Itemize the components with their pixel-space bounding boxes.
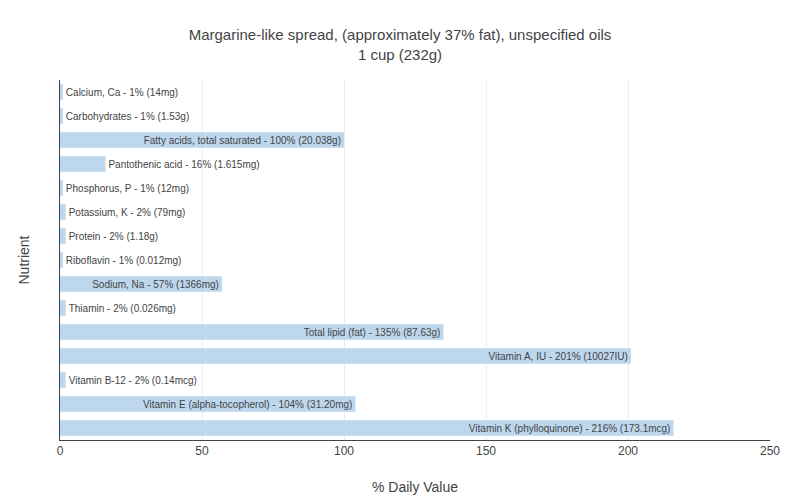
svg-text:Margarine-like spread, (approx: Margarine-like spread, (approximately 37… [189, 26, 612, 63]
svg-text:Potassium, K - 2% (79mg): Potassium, K - 2% (79mg) [69, 207, 186, 218]
svg-text:200: 200 [618, 444, 638, 458]
svg-text:Vitamin A, IU - 201% (10027IU): Vitamin A, IU - 201% (10027IU) [489, 351, 628, 362]
svg-text:Nutrient: Nutrient [16, 235, 32, 284]
svg-text:0: 0 [57, 444, 64, 458]
svg-text:Total lipid (fat) - 135% (87.6: Total lipid (fat) - 135% (87.63g) [304, 327, 441, 338]
svg-text:250: 250 [760, 444, 780, 458]
svg-text:Carbohydrates - 1% (1.53g): Carbohydrates - 1% (1.53g) [66, 111, 189, 122]
svg-text:100: 100 [334, 444, 354, 458]
svg-text:Fatty acids, total saturated -: Fatty acids, total saturated - 100% (20.… [144, 135, 341, 146]
svg-text:Phosphorus, P - 1% (12mg): Phosphorus, P - 1% (12mg) [66, 183, 189, 194]
svg-text:Calcium, Ca - 1% (14mg): Calcium, Ca - 1% (14mg) [66, 87, 178, 98]
svg-text:Vitamin E (alpha-tocopherol) -: Vitamin E (alpha-tocopherol) - 104% (31.… [143, 399, 352, 410]
svg-text:% Daily Value: % Daily Value [372, 479, 458, 495]
svg-text:50: 50 [195, 444, 209, 458]
svg-text:Sodium, Na - 57% (1366mg): Sodium, Na - 57% (1366mg) [92, 279, 219, 290]
svg-text:Thiamin - 2% (0.026mg): Thiamin - 2% (0.026mg) [69, 303, 176, 314]
svg-text:Vitamin B-12 - 2% (0.14mcg): Vitamin B-12 - 2% (0.14mcg) [69, 375, 197, 386]
svg-text:Riboflavin - 1% (0.012mg): Riboflavin - 1% (0.012mg) [66, 255, 182, 266]
svg-text:Pantothenic acid - 16% (1.615m: Pantothenic acid - 16% (1.615mg) [108, 159, 259, 170]
svg-text:Protein - 2% (1.18g): Protein - 2% (1.18g) [69, 231, 158, 242]
svg-text:150: 150 [476, 444, 496, 458]
svg-text:Vitamin K (phylloquinone) - 21: Vitamin K (phylloquinone) - 216% (173.1m… [469, 423, 671, 434]
